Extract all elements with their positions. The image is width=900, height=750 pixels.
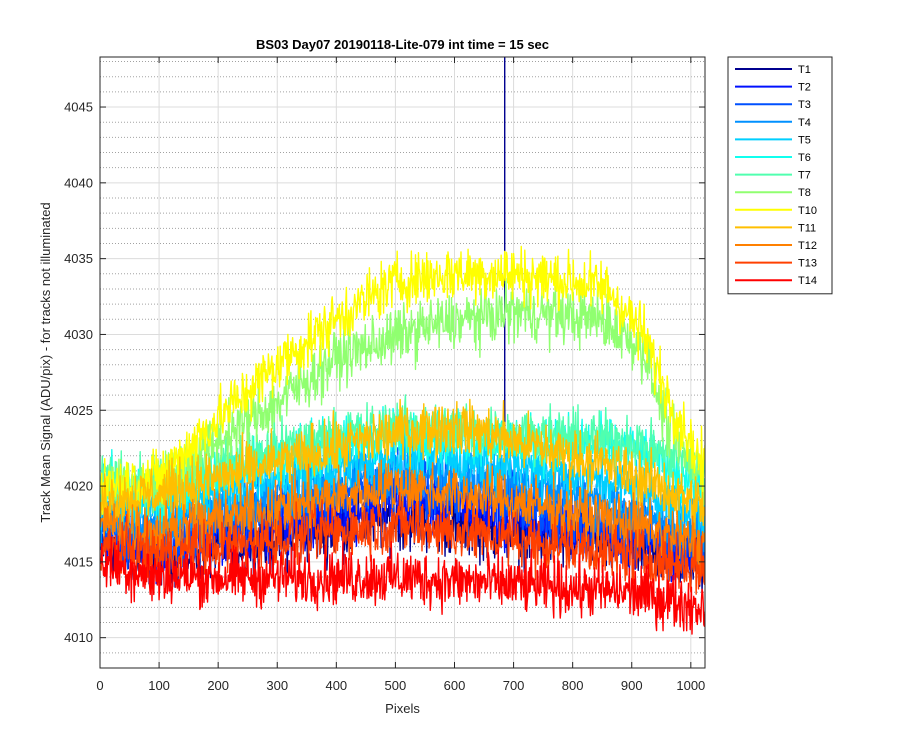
x-tick-label: 700 [503,678,525,693]
legend: T1 T2 T3 T4 T5 T6 T7 T8 T10 T11 T12 T13 T14 [727,56,833,295]
series-line-t10 [100,245,705,522]
legend-label-t4: T4 [798,117,811,129]
legend-label-t3: T3 [798,99,811,111]
y-tick-label: 4040 [64,175,93,190]
y-axis: 4010 4015 4020 4025 4030 4035 4040 4045 [64,100,705,645]
legend-label-t13: T13 [798,258,817,270]
x-axis-label: Pixels [385,701,420,716]
x-tick-label: 100 [148,678,170,693]
series-line-t11 [100,398,705,533]
y-tick-label: 4025 [64,403,93,418]
y-tick-label: 4045 [64,100,93,115]
x-tick-label: 600 [444,678,466,693]
series-line-t13 [100,491,705,602]
x-tick-label: 400 [325,678,347,693]
axes-box [99,56,706,669]
y-tick-label: 4020 [64,479,93,494]
x-tick-label: 1000 [676,678,705,693]
legend-label-t5: T5 [798,134,811,146]
series-layer [100,57,705,635]
x-tick-label: 300 [266,678,288,693]
y-tick-label: 4035 [64,251,93,266]
x-tick-label: 200 [207,678,229,693]
legend-label-t8: T8 [798,187,811,199]
y-tick-label: 4015 [64,554,93,569]
legend-label-t10: T10 [798,205,817,217]
series-line-t8 [100,277,705,523]
y-axis-label: Track Mean Signal (ADU/pix) - for tracks… [38,202,53,522]
legend-label-t12: T12 [798,240,817,252]
x-tick-label: 800 [562,678,584,693]
x-tick-label: 500 [385,678,407,693]
x-tick-label: 900 [621,678,643,693]
legend-label-t2: T2 [798,82,811,94]
y-tick-label: 4030 [64,327,93,342]
x-tick-label: 0 [96,678,103,693]
series-line-t14 [100,536,705,635]
legend-label-t11: T11 [798,222,816,234]
legend-label-t7: T7 [798,170,811,182]
series-line-t12 [100,459,705,577]
y-tick-label: 4010 [64,630,93,645]
legend-label-t14: T14 [798,275,817,287]
legend-label-t1: T1 [798,64,811,76]
chart-title: BS03 Day07 20190118-Lite-079 int time = … [256,37,549,52]
x-axis: 0 100 200 300 400 500 600 700 800 900 1000 [96,57,705,693]
legend-label-t6: T6 [798,152,811,164]
